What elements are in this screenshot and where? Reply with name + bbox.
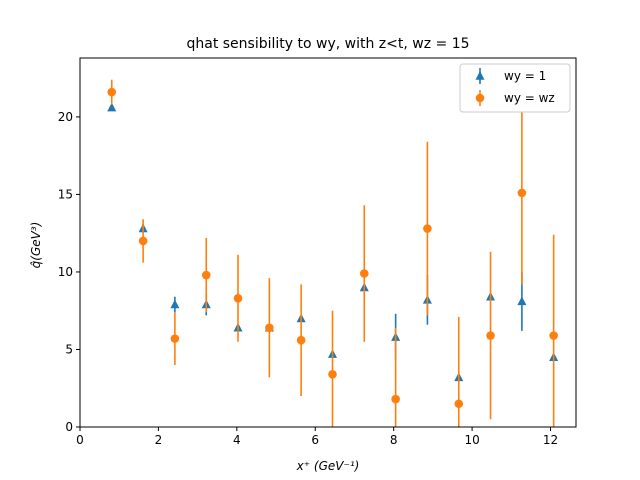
- y-tick-label: 0: [65, 420, 73, 434]
- legend-label: wy = wz: [504, 91, 555, 105]
- x-tick-label: 10: [464, 433, 479, 447]
- data-point: [170, 334, 180, 343]
- y-tick-label: 15: [58, 187, 73, 201]
- data-point: [517, 296, 527, 306]
- x-tick-label: 8: [390, 433, 398, 447]
- data-point: [138, 236, 148, 246]
- chart-title: qhat sensibility to wy, with z<t, wz = 1…: [186, 36, 469, 52]
- x-axis-label: x⁺ (GeV⁻¹): [296, 459, 360, 473]
- data-point: [486, 331, 495, 340]
- x-tick-label: 12: [543, 433, 558, 447]
- legend: wy = 1 wy = wz: [459, 63, 571, 113]
- data-point: [454, 399, 464, 409]
- x-tick-label: 0: [76, 433, 84, 447]
- y-axis-label: q̂(GeV³): [29, 222, 43, 269]
- y-tick-label: 5: [65, 342, 73, 356]
- y-tick-label: 10: [58, 265, 73, 279]
- x-axis: 0 2 4 6 8 10 12: [76, 427, 558, 447]
- data-point: [391, 394, 400, 404]
- data-point: [328, 369, 337, 379]
- plot-area: [107, 79, 559, 427]
- x-tick-label: 2: [155, 433, 163, 447]
- data-point: [549, 331, 558, 340]
- data-point: [296, 335, 306, 345]
- y-tick-label: 20: [58, 110, 73, 124]
- y-axis: 0 5 10 15 20: [58, 110, 80, 434]
- data-point: [107, 87, 117, 97]
- legend-label: wy = 1: [504, 69, 546, 83]
- series-wy-wz: [107, 79, 558, 427]
- data-point: [359, 269, 369, 278]
- data-point: [517, 188, 527, 198]
- data-point: [107, 102, 117, 112]
- data-point: [233, 294, 243, 303]
- legend-box: [459, 63, 571, 113]
- axes-frame: [79, 57, 577, 428]
- data-point: [265, 323, 274, 333]
- data-point: [201, 270, 211, 280]
- data-point: [423, 224, 432, 233]
- x-tick-label: 4: [233, 433, 241, 447]
- x-tick-label: 6: [311, 433, 319, 447]
- data-point: [170, 299, 180, 309]
- legend-marker: [475, 71, 485, 80]
- legend-marker: [475, 93, 485, 103]
